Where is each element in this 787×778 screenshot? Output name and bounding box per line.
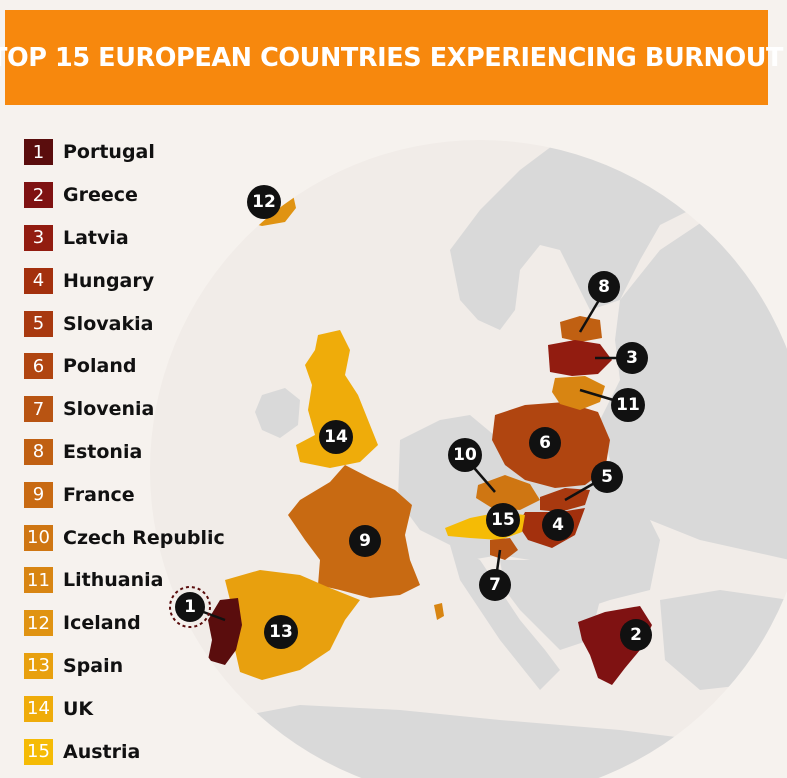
legend-rank-badge: 3 [24,224,53,251]
title-banner: TOP 15 EUROPEAN COUNTRIES EXPERIENCING B… [0,10,783,105]
legend-country-label: Spain [63,654,124,677]
italy-land [450,545,560,690]
legend-item: 8 Estonia [24,431,284,474]
legend-rank-badge: 13 [24,652,53,679]
marker-2: 2 [620,619,652,651]
slovenia-shape [490,538,518,560]
marker-label: 3 [626,348,638,368]
marker-12: 12 [247,185,281,219]
marker-label: 12 [252,192,276,212]
legend-rank-badge: 1 [24,139,53,166]
marker-label: 8 [598,277,610,297]
marker-10: 10 [448,438,482,472]
marker-label: 6 [539,433,551,453]
legend-rank-badge: 11 [24,567,53,594]
legend-rank-badge: 6 [24,353,53,380]
uk-shape [296,330,378,468]
legend-country-label: Estonia [63,440,143,463]
legend-item: 12 Iceland [24,602,284,645]
map-title: TOP 15 EUROPEAN COUNTRIES EXPERIENCING B… [0,42,784,73]
legend-country-label: Greece [63,184,138,207]
legend-country-label: Czech Republic [63,526,225,549]
marker-label: 9 [359,531,371,551]
marker-label: 14 [324,427,348,447]
balkans-land [500,560,600,650]
legend-rank-badge: 7 [24,396,53,423]
legend-item: 10 Czech Republic [24,516,284,559]
russia-land [600,200,787,560]
legend-item: 5 Slovakia [24,302,284,345]
legend-item: 6 Poland [24,345,284,388]
legend-country-label: Austria [63,740,141,763]
marker-11: 11 [611,388,645,422]
marker-6: 6 [529,427,561,459]
legend-country-label: Poland [63,355,137,378]
marker-label: 10 [453,445,477,465]
legend-item: 4 Hungary [24,259,284,302]
czech-shape [476,475,540,510]
legend-item: 3 Latvia [24,217,284,260]
legend-rank-badge: 4 [24,267,53,294]
legend-item: 1 Portugal [24,131,284,174]
marker-8: 8 [588,271,620,303]
legend-country-label: Slovakia [63,312,154,335]
legend-rank-badge: 12 [24,610,53,637]
marker-14: 14 [319,420,353,454]
legend-rank-badge: 2 [24,182,53,209]
marker-label: 13 [269,622,293,642]
marker-label: 11 [616,395,640,415]
marker-label: 2 [630,625,642,645]
corsica-shape [434,603,444,620]
legend-item: 2 Greece [24,174,284,217]
marker-5: 5 [591,461,623,493]
legend-item: 13 Spain [24,645,284,688]
legend-item: 14 UK [24,687,284,730]
marker-4: 4 [542,509,574,541]
legend-rank-badge: 14 [24,695,53,722]
rank-markers: 1 2 3 4 5 6 7 8 9 10 11 12 13 14 15 [175,185,652,651]
marker-3: 3 [616,342,648,374]
legend-country-label: Hungary [63,269,155,292]
legend-country-label: UK [63,697,94,720]
legend-rank-badge: 5 [24,310,53,337]
ireland-land [255,388,300,438]
portugal-marker-ring [169,586,211,628]
marker-label: 15 [491,510,515,530]
marker-15: 15 [486,503,520,537]
marker-label: 5 [601,467,613,487]
legend-item: 9 France [24,473,284,516]
legend-rank-badge: 10 [24,524,53,551]
legend-rank-badge: 9 [24,481,53,508]
portugal-shape [208,598,242,665]
legend-country-label: Portugal [63,141,155,164]
marker-7: 7 [479,569,511,601]
marker-1: 1 [175,592,205,622]
legend-item: 11 Lithuania [24,559,284,602]
legend-country-label: Lithuania [63,569,164,592]
latvia-shape [548,340,612,376]
legend-country-label: Latvia [63,226,129,249]
legend-country-label: France [63,483,135,506]
marker-label: 4 [552,515,564,535]
lithuania-shape [552,376,605,410]
legend-item: 15 Austria [24,730,284,773]
legend-country-label: Slovenia [63,398,155,421]
legend-rank-badge: 8 [24,438,53,465]
legend-country-label: Iceland [63,612,141,635]
marker-label: 1 [184,597,196,617]
marker-9: 9 [349,525,381,557]
marker-13: 13 [264,615,298,649]
legend-rank-badge: 15 [24,738,53,765]
marker-label: 7 [489,575,501,595]
legend: 1 Portugal 2 Greece 3 Latvia 4 Hungary 5 Slovakia… [24,131,284,773]
legend-item: 7 Slovenia [24,388,284,431]
